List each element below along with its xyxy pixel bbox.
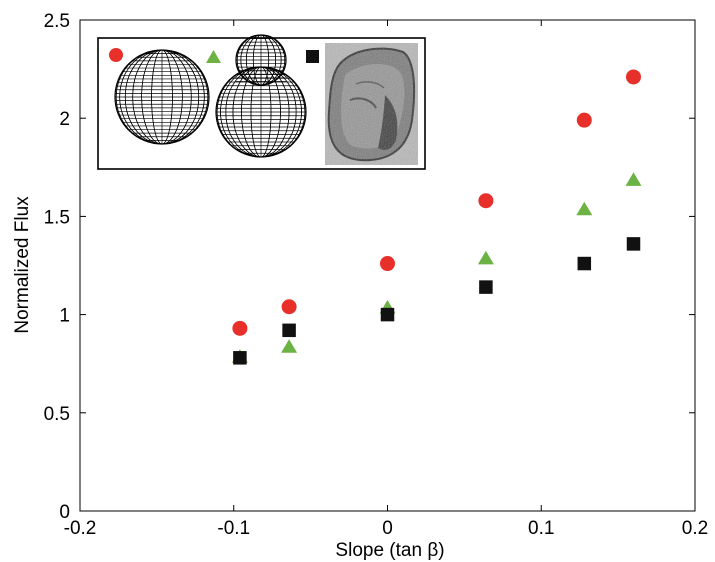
y-tick-label: 0.5 xyxy=(44,404,70,425)
data-point-square xyxy=(282,323,296,338)
legend-inset xyxy=(97,34,426,170)
x-tick-label: 0.2 xyxy=(682,518,708,539)
data-point-triangle xyxy=(625,172,642,186)
y-tick-label: 1 xyxy=(59,306,70,327)
data-point-square xyxy=(380,307,395,322)
data-marks xyxy=(231,69,642,365)
data-point-square xyxy=(233,351,247,365)
axis-ticks: -0.2 -0.1 0 0.1 0.2 0 0.5 1 1.5 2 2.5 xyxy=(44,11,709,539)
legend-triangle-marker xyxy=(206,50,221,63)
organism-photo-image xyxy=(325,43,418,165)
x-tick-label: 0.1 xyxy=(528,518,554,539)
x-tick-label: -0.1 xyxy=(217,518,250,539)
legend-circle-marker xyxy=(109,48,123,62)
data-point-triangle xyxy=(281,339,298,353)
data-point-square xyxy=(479,280,493,294)
y-axis-label: Normalized Flux xyxy=(12,196,33,334)
data-point-square xyxy=(577,256,592,271)
data-point-circle xyxy=(380,256,395,272)
data-point-circle xyxy=(576,112,592,128)
y-tick-label: 2.5 xyxy=(44,11,70,32)
data-point-circle xyxy=(232,320,248,336)
legend-square-marker xyxy=(306,50,319,63)
data-point-circle xyxy=(281,299,297,315)
sphere-wireframe-image xyxy=(115,50,209,144)
data-point-triangle xyxy=(477,250,494,265)
y-tick-label: 0 xyxy=(59,502,70,523)
y-tick-label: 2 xyxy=(59,109,70,130)
y-tick-label: 1.5 xyxy=(44,207,70,228)
x-axis-label: Slope (tan β) xyxy=(335,540,444,561)
data-point-triangle xyxy=(576,201,593,216)
x-tick-label: -0.2 xyxy=(64,518,97,539)
data-point-square xyxy=(626,237,641,251)
data-point-circle xyxy=(478,193,494,209)
x-tick-label: 0 xyxy=(382,518,393,539)
data-point-circle xyxy=(626,69,641,85)
